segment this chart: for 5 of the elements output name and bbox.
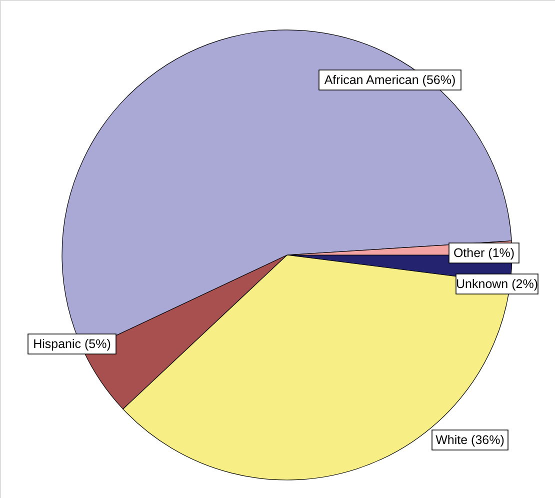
slice-label: Hispanic (5%) (33, 337, 111, 351)
slice-label: White (36%) (436, 433, 504, 447)
slice-label: African American (56%) (324, 73, 456, 87)
slice-label: Other (1%) (453, 246, 515, 260)
slice-label: Unknown (2%) (456, 277, 538, 291)
